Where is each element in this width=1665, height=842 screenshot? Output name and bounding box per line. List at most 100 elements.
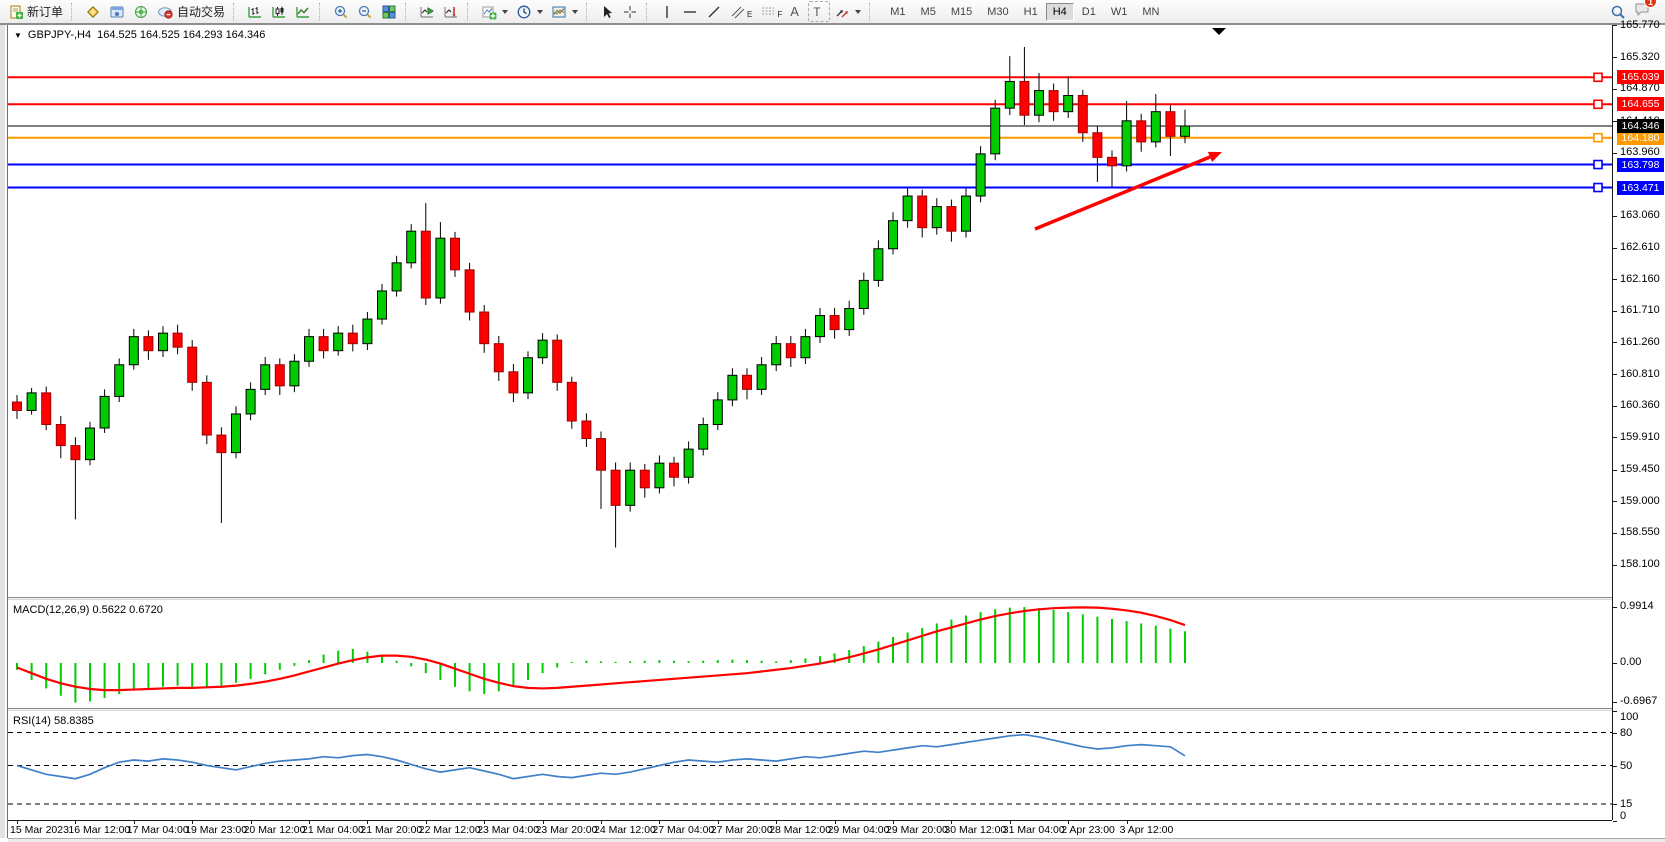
date-tick-mark [309, 821, 310, 824]
bull-candle [158, 332, 168, 352]
bull-candle [1121, 120, 1132, 167]
fibonacci-tool-button[interactable]: F [756, 1, 786, 22]
timeframe-mn[interactable]: MN [1142, 5, 1160, 18]
shapes-tool-button[interactable] [830, 1, 865, 22]
label-tool-button[interactable]: T [808, 1, 831, 22]
line-handle[interactable] [1593, 132, 1603, 143]
timeframe-w1[interactable]: W1 [1110, 5, 1128, 18]
trendline-tool-button[interactable] [702, 1, 726, 22]
bull-candle [1150, 111, 1161, 143]
bear-candle [347, 332, 358, 345]
candlestick-button[interactable] [267, 1, 291, 22]
market-watch-button[interactable] [81, 1, 105, 22]
date-tick-mark [425, 821, 427, 824]
crosshair-tool-button[interactable] [618, 1, 642, 22]
bull-candle [712, 399, 723, 426]
notifications-button[interactable]: 1 [1634, 0, 1657, 22]
macd-label: MACD(12,26,9) 0.5622 0.6720 [13, 604, 163, 616]
line-handle[interactable] [1593, 99, 1603, 110]
price-pane[interactable] [8, 25, 1612, 597]
bull-candle [289, 360, 300, 387]
cursor-tool-button[interactable] [596, 1, 618, 22]
price-level-badge: 164.655 [1617, 97, 1664, 112]
timeframe-m1[interactable]: M1 [890, 5, 906, 18]
line-handle[interactable] [1593, 182, 1603, 193]
macd-pane[interactable] [8, 600, 1612, 708]
date-axis-label: 24 Mar 12:00 [594, 824, 656, 836]
search-icon[interactable] [1610, 4, 1626, 20]
date-axis-label: 31 Mar 04:00 [1002, 824, 1065, 836]
bull-candle [114, 364, 125, 397]
timeframe-h4[interactable]: H4 [1045, 2, 1074, 21]
date-tick-mark [1068, 821, 1070, 824]
channel-tool-button[interactable]: E [726, 1, 756, 22]
expand-arrow-icon[interactable]: ▼ [14, 30, 22, 40]
bull-candle [1004, 80, 1015, 109]
axis-tick-mark [1613, 405, 1617, 407]
candlestick-icon [272, 6, 286, 18]
timeframe-m5[interactable]: M5 [920, 5, 936, 18]
price-axis-label: 161.260 [1620, 335, 1660, 348]
date-axis-label: 19 Mar 23:00 [185, 824, 248, 836]
date-axis-label: 28 Mar 12:00 [769, 824, 832, 836]
line-chart-icon [296, 6, 310, 18]
notification-badge: 1 [1644, 0, 1657, 8]
pane-splitter[interactable] [8, 708, 1612, 711]
toolbar-grip [646, 2, 653, 21]
axis-tick-mark [1613, 820, 1617, 822]
autotrading-button[interactable]: 自动交易 [153, 1, 229, 22]
bear-candle [1092, 132, 1103, 158]
date-axis[interactable]: 15 Mar 2023 16 Mar 12:00 17 Mar 04:00 19 Ma… [8, 820, 1612, 837]
dropdown-caret [502, 9, 509, 14]
bull-candle [362, 318, 373, 345]
data-window-button[interactable] [105, 1, 129, 22]
bull-candle [873, 248, 884, 281]
date-tick-mark [1009, 821, 1011, 824]
toolbar-grip [319, 2, 326, 21]
level-lines-layer[interactable] [8, 72, 1612, 193]
navigator-button[interactable] [129, 1, 153, 22]
vline-tool-button[interactable] [656, 1, 678, 22]
timeframe-h1[interactable]: H1 [1023, 5, 1038, 18]
bar-chart-button[interactable] [243, 1, 267, 22]
line-chart-button[interactable] [291, 1, 315, 22]
bear-candle [70, 445, 81, 461]
indicators-button[interactable] [477, 1, 512, 22]
templates-button[interactable] [547, 1, 582, 22]
timeframe-d1[interactable]: D1 [1081, 5, 1096, 18]
timeframe-m15[interactable]: M15 [950, 5, 973, 18]
bull-candle [26, 392, 37, 411]
axis-tick-mark [1613, 702, 1617, 704]
axis-tick-mark [1613, 663, 1617, 664]
price-axis[interactable]: 165.770165.320164.870164.410163.960163.0… [1613, 19, 1665, 838]
main-toolbar: 新订单 [0, 0, 1665, 25]
hline-tool-button[interactable] [678, 1, 702, 22]
tile-windows-button[interactable] [377, 1, 401, 22]
bear-candle [55, 424, 66, 447]
bear-candle [596, 438, 606, 471]
text-tool-button[interactable]: A [786, 1, 808, 22]
zoom-out-button[interactable] [353, 1, 377, 22]
date-tick-mark [601, 821, 602, 824]
rsi-pane[interactable] [8, 711, 1612, 820]
pane-splitter[interactable] [8, 597, 1612, 600]
bull-candle [304, 336, 314, 362]
line-handle[interactable] [1593, 159, 1603, 170]
timeframe-m30[interactable]: M30 [987, 5, 1009, 18]
bull-candle [931, 206, 942, 229]
bull-candle [537, 339, 548, 359]
chart-shift-button[interactable] [439, 1, 463, 22]
bull-candle [333, 332, 344, 352]
trend-arrow[interactable] [1034, 151, 1222, 231]
new-order-button[interactable]: 新订单 [4, 1, 67, 22]
auto-scroll-button[interactable] [415, 1, 439, 22]
bear-candle [187, 346, 198, 383]
periods-button[interactable] [512, 1, 547, 22]
rsi-axis-label: 100 [1620, 711, 1639, 723]
timeframe-toolbar: M1 M5 M15 M30 H1 H4 D1 W1 MN [883, 2, 1166, 21]
price-level-badge: 163.471 [1617, 180, 1664, 195]
axis-tick-mark [1613, 501, 1617, 503]
scroll-to-end-icon[interactable] [1212, 28, 1226, 35]
line-handle[interactable] [1593, 72, 1603, 83]
zoom-in-button[interactable] [329, 1, 353, 22]
